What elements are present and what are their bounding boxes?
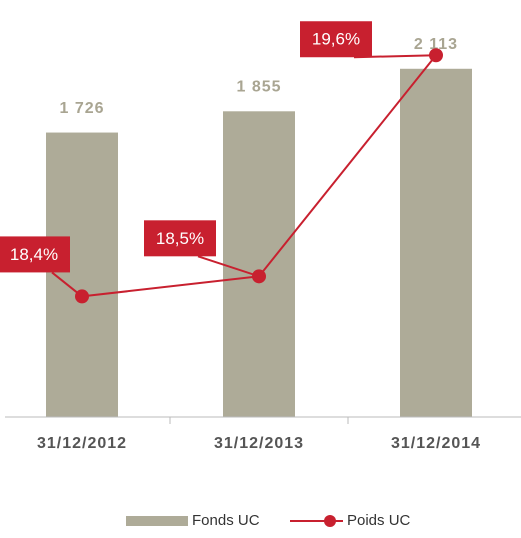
x-tick-label: 31/12/2012 xyxy=(37,435,127,452)
legend-label: Fonds UC xyxy=(192,512,260,529)
line-value-label: 18,4% xyxy=(10,245,58,264)
bar xyxy=(400,68,472,418)
line-value-label: 18,5% xyxy=(156,229,204,248)
value-label-box xyxy=(0,236,70,273)
label-connector xyxy=(197,255,260,278)
line-point xyxy=(429,48,443,63)
bar-value-label: 2 113 xyxy=(414,36,458,53)
legend-label: Poids UC xyxy=(347,512,411,529)
legend-dot xyxy=(324,515,336,527)
legend-swatch xyxy=(126,516,188,526)
line-point xyxy=(252,269,266,284)
bar-value-label: 1 855 xyxy=(236,79,281,96)
bar-value-label: 1 726 xyxy=(59,100,104,117)
value-label-box xyxy=(300,21,372,58)
line-point xyxy=(75,289,89,304)
x-tick-label: 31/12/2014 xyxy=(391,435,481,452)
bar xyxy=(223,111,295,418)
bar xyxy=(46,132,118,417)
x-tick-label: 31/12/2013 xyxy=(214,435,304,452)
line-value-label: 19,6% xyxy=(312,30,360,49)
value-label-box xyxy=(144,220,216,257)
